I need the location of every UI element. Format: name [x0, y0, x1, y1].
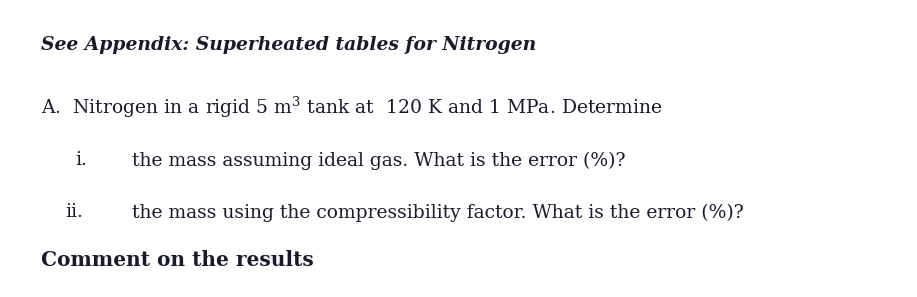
Text: Comment on the results: Comment on the results [41, 250, 314, 270]
Text: i.: i. [75, 151, 87, 170]
Text: A.  Nitrogen in a rigid 5 m$\mathregular{^3}$ tank at  120 K and 1 MPa. Determin: A. Nitrogen in a rigid 5 m$\mathregular{… [41, 95, 663, 120]
Text: the mass assuming ideal gas. What is the error (%)?: the mass assuming ideal gas. What is the… [132, 151, 626, 170]
Text: the mass using the compressibility factor. What is the error (%)?: the mass using the compressibility facto… [132, 203, 744, 222]
Text: ii.: ii. [65, 203, 83, 222]
Text: See Appendix: Superheated tables for Nitrogen: See Appendix: Superheated tables for Nit… [41, 36, 536, 54]
